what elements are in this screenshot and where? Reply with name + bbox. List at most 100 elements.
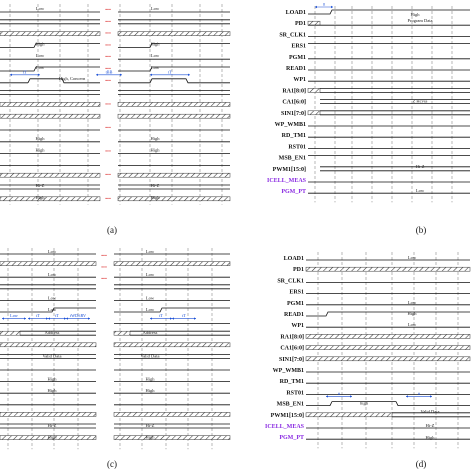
hatched-bus [307,88,321,93]
timing-arrowhead [406,395,408,398]
level-label: High [146,435,156,440]
level-label: High [408,311,418,316]
level-label: Low [408,255,417,260]
timing-arrowhead [48,317,50,320]
timing-label: tT [182,313,186,318]
hatched-bus [113,435,231,440]
level-label: High [48,388,58,393]
level-label: Low [151,53,160,58]
hatched-bus [305,412,393,418]
caption-a: (a) [107,225,117,235]
signal-name-rst01: RST01 [286,390,304,396]
signal-name-sin1-7-0-: SIN1[7:0] [279,357,304,363]
signal-name-ers1: ERS1 [291,44,306,50]
timing-label: tT [55,313,59,318]
level-label: Hi-Z [426,423,435,428]
timing-label: tBB [106,69,113,74]
hatch-layer [0,20,471,440]
signal-name-read1: READ1 [286,66,306,72]
signal-name-wp1: WP1 [293,77,306,83]
signal-name-wp-wmb1: WP_WMB1 [273,368,304,374]
hatched-bus [113,412,231,417]
gap-dots: ... [101,251,107,258]
hatched-bus [307,110,321,116]
timing-label: Low [10,313,18,318]
level-label: Low [48,307,57,312]
hatched-bus [117,31,231,36]
gap-dots: ... [101,263,107,270]
level-label: High [36,41,46,46]
level-label: Low [408,322,417,327]
timing-arrowhead [170,317,172,320]
hatched-bus [117,196,231,202]
level-label: Low [36,53,45,58]
timing-arrowhead [430,395,432,398]
caption-b: (b) [416,225,427,235]
signal-name-ra1-8-0-: RA1[8:0] [282,88,306,94]
waveform-edge [114,307,230,313]
level-label: High, Concern [59,76,86,82]
gap-dots: ... [105,40,111,47]
timing-arrowhead [96,73,98,77]
hatched-bus [0,330,21,336]
level-label: Address [45,330,60,335]
signal-name-ca1-6-0-: CA1[6:0] [282,100,306,106]
timing-arrowhead [24,317,26,320]
timing-arrowhead [66,317,68,320]
signal-name-sr-clk1: SR_CLK1 [279,32,306,38]
signal-name-rd-tm1: RD_TM1 [280,379,304,385]
signal-name-read1: READ1 [284,312,304,318]
hatched-bus [0,102,101,107]
gap-dots: ... [105,99,111,106]
timing-arrowhead [120,73,122,77]
timing-arrowhead [150,317,152,320]
timing-arrowhead [188,73,190,77]
level-label: High [48,435,58,440]
caption-d: (d) [416,459,427,469]
waveform-edge [0,66,100,72]
level-label: Low [48,249,57,254]
level-label: Hi-Z [36,183,45,188]
waveform-edge [0,43,100,48]
gap-dots: ... [105,194,111,201]
signal-name-rst01: RST01 [288,144,306,150]
level-label: Low [146,307,155,312]
hatched-bus [0,342,97,348]
hatched-bus [0,31,101,36]
level-label: Valid Data [140,353,159,358]
gap-dots: ... [105,147,111,154]
signal-name-wp-wmb1: WP_WMB1 [275,122,306,128]
signal-name-msb-en1: MSB_EN1 [277,402,304,408]
signal-name-pd1: PD1 [293,267,304,273]
level-label: Program Data [407,18,432,23]
timing-arrowhead [88,317,90,320]
hatched-bus [117,102,231,107]
timing-arrowhead [28,317,30,320]
timing-arrowhead [64,317,66,320]
timing-label: tT [23,69,27,74]
level-label: Valid Data [42,353,61,358]
gap-dots: ... [101,274,107,281]
waveform-edge [118,43,230,48]
waveform-edge [306,311,470,317]
hatched-bus [113,330,131,336]
gap-dots: ... [105,5,111,12]
text-layer: .................................... Low L… [10,2,439,442]
level-label: High [48,377,58,382]
hatched-bus [113,342,231,348]
timing-arrowhead [331,5,333,9]
signal-name-wp1: WP1 [291,323,304,329]
level-label: Z Hcvss [413,99,428,104]
hatched-bus [0,435,97,440]
waveform-pulse [118,78,230,84]
timing-arrowhead [350,395,352,398]
signal-name-sin1-7-0-: SIN1[7:0] [281,111,306,117]
level-label: High [36,195,46,200]
level-label: Hi-Z [151,183,160,188]
level-label: High [146,388,156,393]
signal-name-pgm1: PGM1 [289,55,306,61]
level-label: High [36,136,46,141]
timing-label: tT [168,69,172,74]
signal-name-load1: LOAD1 [284,256,304,262]
waveform-edge [0,307,96,313]
